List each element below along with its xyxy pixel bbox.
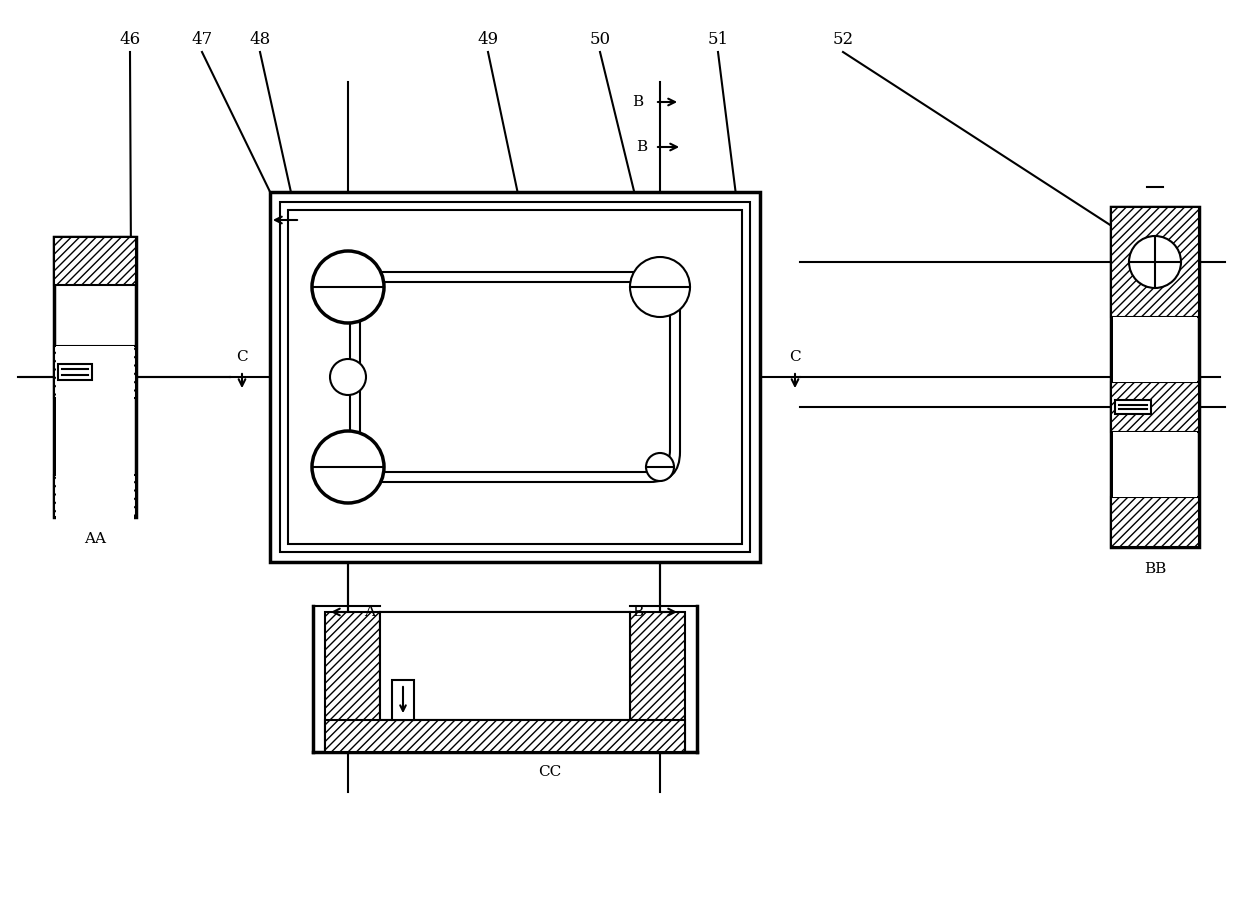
FancyBboxPatch shape [349,272,680,482]
Text: 50: 50 [590,32,611,49]
Text: AA: AA [84,532,107,546]
Bar [380,612,629,720]
Text: BB: BB [1144,562,1166,576]
Bar [55,346,136,398]
Bar [392,680,414,720]
Bar [55,475,136,517]
Text: 52: 52 [833,32,854,49]
Bar [1111,382,1199,432]
Text: 51: 51 [707,32,729,49]
Bar [1113,432,1197,497]
Bar [1111,207,1199,547]
Circle shape [312,251,384,323]
Text: 49: 49 [477,32,498,49]
Text: C: C [789,350,800,364]
FancyBboxPatch shape [361,282,670,472]
Bar [1113,317,1197,382]
Bar [270,192,760,562]
Circle shape [312,431,384,503]
Bar [1111,497,1199,547]
Bar [55,237,136,517]
Text: 48: 48 [249,32,270,49]
Circle shape [1129,236,1181,288]
Bar [325,612,380,752]
Circle shape [330,359,366,395]
Text: 46: 46 [119,32,140,49]
Bar [325,720,685,752]
Bar [287,210,742,544]
Bar [1115,400,1151,414]
Circle shape [629,257,690,317]
Text: A: A [364,605,375,619]
Circle shape [646,453,674,481]
Bar [58,364,92,380]
Text: B: B [632,605,643,619]
Text: CC: CC [539,765,561,779]
Bar [55,237,136,285]
Bar [280,202,750,552]
Bar [1111,207,1199,317]
Text: B: B [637,140,648,154]
Text: 47: 47 [191,32,213,49]
Text: C: C [237,350,248,364]
Text: B: B [632,95,643,109]
Bar [629,612,685,752]
Bar [56,398,134,475]
Bar [56,346,134,670]
